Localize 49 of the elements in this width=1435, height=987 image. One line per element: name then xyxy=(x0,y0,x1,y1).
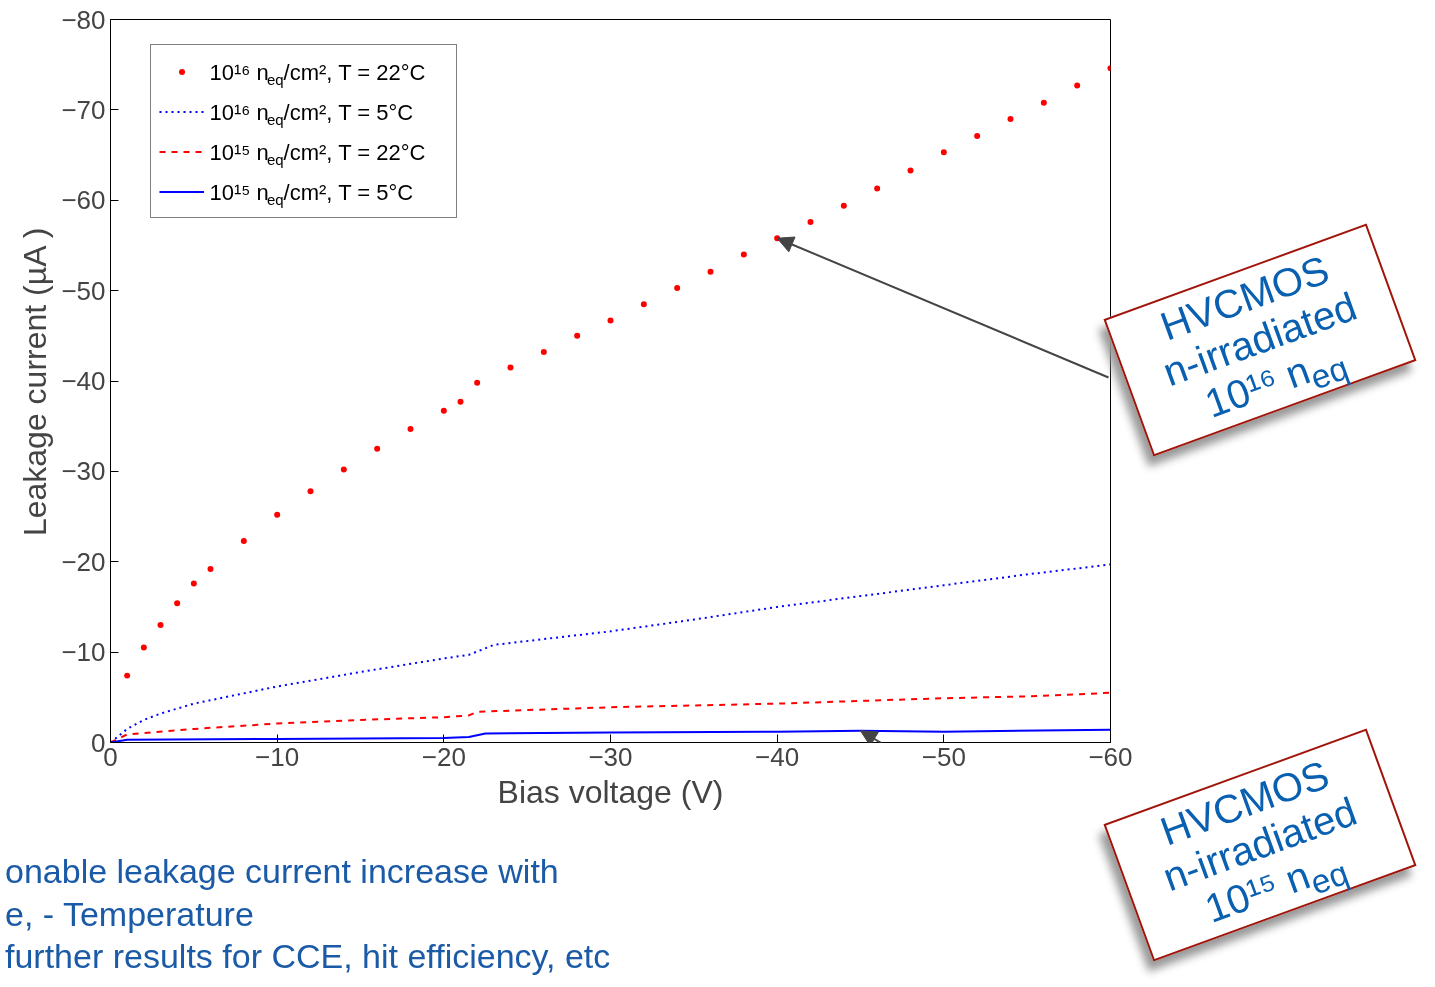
point xyxy=(840,202,847,209)
point xyxy=(607,317,614,324)
point xyxy=(407,425,414,432)
point xyxy=(474,379,481,386)
point xyxy=(640,301,647,308)
x-tick-label: −30 xyxy=(588,741,633,772)
text: onable leakage current increase with e, - Temperature further results for CCE, hit efficiency, etc xyxy=(5,851,611,977)
point xyxy=(974,133,981,140)
point xyxy=(940,149,947,156)
point xyxy=(307,488,314,495)
x-tick-label: −10 xyxy=(255,741,300,772)
point xyxy=(507,364,514,371)
point xyxy=(274,511,281,518)
point xyxy=(340,466,347,473)
y-tick-label: −40 xyxy=(61,366,106,396)
y-tick-label: −80 xyxy=(61,4,106,35)
point xyxy=(1040,99,1047,106)
point xyxy=(707,268,714,275)
y-tick-label: −60 xyxy=(61,185,106,216)
point xyxy=(124,672,131,679)
y-tick-label: −20 xyxy=(61,546,106,577)
point xyxy=(140,644,147,651)
point xyxy=(874,185,881,192)
point xyxy=(574,332,581,339)
point xyxy=(1074,82,1081,89)
y-tick-label: −70 xyxy=(61,94,106,125)
point xyxy=(540,349,547,356)
y-tick-label: −10 xyxy=(61,637,106,668)
y-axis-title: Leakage current (µA ) xyxy=(17,227,54,537)
point xyxy=(190,580,197,587)
point xyxy=(1007,115,1014,122)
y-tick-label: −30 xyxy=(61,456,106,487)
point xyxy=(157,622,164,629)
point xyxy=(240,537,247,544)
x-tick-label: −20 xyxy=(421,741,466,772)
x-tick-label: −40 xyxy=(755,741,800,772)
x-tick-label: −50 xyxy=(921,741,966,772)
point xyxy=(907,167,914,174)
point xyxy=(457,398,464,405)
point xyxy=(740,251,747,258)
x-axis-title: Bias voltage (V) xyxy=(497,773,724,810)
point xyxy=(207,565,214,572)
x-tick-label: −60 xyxy=(1088,741,1133,772)
point xyxy=(807,218,814,225)
point xyxy=(674,284,681,291)
y-tick-label: −50 xyxy=(61,275,106,306)
point xyxy=(374,445,381,452)
point xyxy=(174,600,181,607)
point xyxy=(440,407,447,414)
